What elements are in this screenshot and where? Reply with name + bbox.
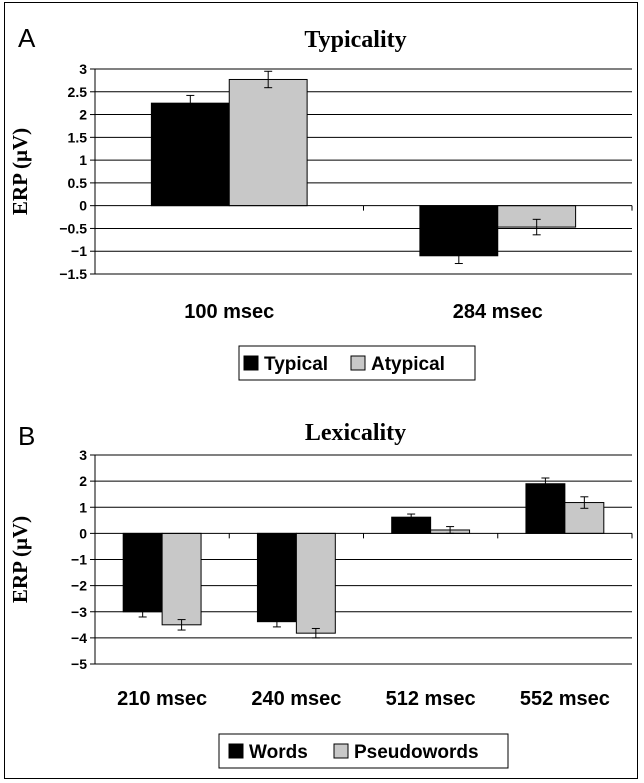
bar-pseudowords <box>161 532 202 626</box>
y-tick-label: 3 <box>79 61 87 77</box>
chart-title: Lexicality <box>305 420 406 446</box>
y-tick-label: 0 <box>79 198 87 214</box>
chart-title: Typicality <box>304 27 406 53</box>
y-tick-label: 1.5 <box>68 129 88 145</box>
panel-letter: B <box>18 421 35 451</box>
bar-typical <box>419 205 499 257</box>
legend-label: Typical <box>264 354 328 375</box>
legend-swatch-words <box>228 743 244 759</box>
bar-words <box>525 483 566 534</box>
y-tick-label: −1 <box>71 243 87 259</box>
legend-swatch-atypical <box>350 355 366 371</box>
legend-box <box>218 733 509 769</box>
y-tick-label: −4 <box>71 630 87 646</box>
y-axis-label: ERP (μV) <box>8 516 32 603</box>
bar-typical <box>150 102 230 207</box>
category-label: 210 msec <box>117 688 207 710</box>
y-tick-label: −5 <box>71 656 87 672</box>
figure-frame <box>4 2 638 779</box>
y-tick-label: 2 <box>79 107 87 123</box>
y-tick-label: 0 <box>79 525 87 541</box>
bar-words <box>256 532 297 623</box>
bar-words <box>122 532 163 613</box>
bar-atypical <box>228 78 308 207</box>
y-tick-label: 0.5 <box>68 175 88 191</box>
legend-label: Atypical <box>371 354 445 375</box>
category-label: 240 msec <box>251 688 341 710</box>
y-axis-label: ERP (μV) <box>8 128 32 215</box>
y-tick-label: −0.5 <box>59 220 87 236</box>
y-tick-label: 2 <box>79 473 87 489</box>
legend-swatch-pseudowords <box>333 743 349 759</box>
category-label: 100 msec <box>184 301 274 323</box>
legend-swatch-typical <box>243 355 259 371</box>
category-label: 284 msec <box>453 301 543 323</box>
y-tick-label: −1.5 <box>59 266 87 282</box>
panel-letter: A <box>18 23 36 53</box>
y-tick-label: 1 <box>79 152 87 168</box>
y-tick-label: −3 <box>71 604 87 620</box>
y-tick-label: 1 <box>79 499 87 515</box>
y-tick-label: 2.5 <box>68 84 88 100</box>
category-label: 512 msec <box>386 688 476 710</box>
legend-label: Pseudowords <box>354 742 479 763</box>
legend-label: Words <box>249 742 308 763</box>
y-tick-label: −2 <box>71 578 87 594</box>
bar-pseudowords <box>295 532 336 634</box>
category-label: 552 msec <box>520 688 610 710</box>
y-tick-label: 3 <box>79 447 87 463</box>
y-tick-label: −1 <box>71 552 87 568</box>
